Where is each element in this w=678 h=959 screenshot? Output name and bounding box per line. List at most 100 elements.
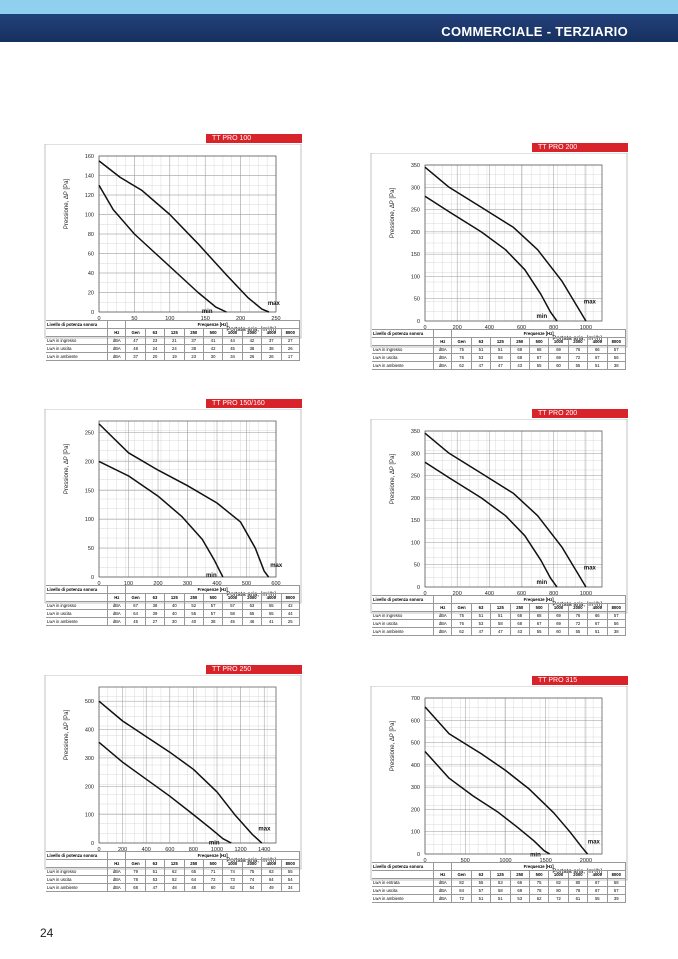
table-cell: 55 [567,361,589,370]
pressure-flow-chart: 0 50 100 150 200 250 0 20 40 60 80 100 120 140 160 Pres… [44,144,302,339]
chart-frame [44,675,302,870]
table-cell: 69 [548,611,569,620]
x-tick-label: 1500 [540,858,552,864]
column-header: 4000 [587,337,608,346]
y-tick-label: 40 [88,271,94,277]
y-tick-label: 400 [411,763,420,769]
table-cell: 55 [261,609,282,618]
table-corner [46,859,109,868]
frequency-header: Frequenze [Hz] [451,862,626,871]
pressure-flow-chart: 0 200 400 600 800 1000 0 50 100 150 200 250 300 350 Pr… [370,153,628,348]
table-cell: 65 [241,609,263,618]
table-cell: 42 [241,336,263,345]
table-cell: 44 [222,336,243,345]
row-unit: dBA [433,361,453,370]
column-header: 250 [509,603,530,612]
row-unit: dBA [107,867,127,876]
x-tick-label: 500 [242,581,251,587]
table-cell: 47 [470,361,492,370]
chart-frame [370,686,628,881]
y-tick-label: 150 [85,488,94,494]
table-cell: 84 [451,886,472,895]
table-cell: 68 [125,883,146,892]
table-cell: 57 [606,345,626,354]
x-tick-label: 50 [131,316,137,322]
y-tick-label: 100 [85,213,94,219]
table-cell: 43 [509,361,530,370]
column-header: 250 [509,870,530,879]
table-cell: 43 [509,627,530,636]
y-tick-label: 150 [411,252,420,258]
y-tick-label: 150 [411,518,420,524]
row-label: LwA in ingresso [46,601,109,610]
table-cell: 82 [451,878,472,887]
table-cell: 23 [183,352,204,361]
table-cell: 60 [202,883,224,892]
table-cell: 51 [490,345,511,354]
y-tick-label: 700 [411,696,420,702]
table-cell: 67 [587,878,608,887]
fan-panel: TT PRO 200 0 200 400 600 800 1000 0 50 100 150 200 2… [370,143,628,393]
table-cell: 57 [202,609,224,618]
table-cell: 53 [144,875,166,884]
y-axis-label: Pressione, ΔP [Pa] [64,179,70,230]
table-corner [372,603,435,612]
table-cell: 74 [222,867,243,876]
table-cell: 45 [222,344,243,353]
table-cell: 72 [451,894,472,903]
row-label: LwA in ambiente [372,894,435,903]
x-tick-label: 0 [423,858,426,864]
table-row: LwA in ambiente dBA 72 51 51 53 62 72 61 55 39 [372,894,626,903]
plot-area [424,164,603,322]
x-tick-label: 0 [97,847,100,853]
column-header: 8000 [280,859,300,868]
y-axis-label: Pressione, ΔP [Pa] [390,454,396,505]
plot-area [424,697,603,855]
y-tick-label: 200 [411,496,420,502]
table-cell: 76 [567,345,589,354]
table-cell: 39 [144,609,166,618]
column-header: 125 [164,859,185,868]
y-tick-label: 200 [411,807,420,813]
table-cell: 26 [241,352,263,361]
table-cell: 45 [125,617,146,626]
table-cell: 80 [548,886,569,895]
max-curve [98,160,270,313]
table-cell: 76 [451,619,472,628]
column-header: 1000 [222,328,243,337]
column-header: 63 [144,859,166,868]
table-cell: 51 [470,345,492,354]
column-header: Hz [433,603,453,612]
table-cell: 58 [606,878,626,887]
column-header: 2000 [567,603,589,612]
table-cell: 57 [470,886,492,895]
x-tick-label: 0 [97,316,100,322]
row-label: LwA in ambiente [46,352,109,361]
table-cell: 53 [490,878,511,887]
frequency-header: Frequenze [Hz] [125,851,300,860]
column-header: 125 [490,337,511,346]
frequency-header: Frequenze [Hz] [125,320,300,329]
column-header: 63 [144,593,166,602]
table-cell: 47 [125,336,146,345]
table-cell: 51 [490,611,511,620]
column-header: 8000 [606,603,626,612]
fan-panel: TT PRO 315 0 500 1000 1500 2000 0 100 200 300 400 5… [370,676,628,926]
table-cell: 40 [164,601,185,610]
table-cell: 72 [567,353,589,362]
x-tick-label: 800 [189,847,198,853]
table-cell: 30 [164,617,185,626]
x-tick-label: 100 [165,316,174,322]
table-cell: 66 [509,878,530,887]
column-header: 8000 [280,593,300,602]
table-cell: 48 [164,883,185,892]
max-curve [98,700,263,844]
table-cell: 37 [125,352,146,361]
max-curve-label: max [588,839,601,845]
table-cell: 72 [548,894,569,903]
column-header: 63 [470,603,492,612]
panel-title: TT PRO 200 [532,143,628,152]
column-header: Gen [451,870,472,879]
table-cell: 76 [567,611,589,620]
y-tick-label: 0 [417,585,420,591]
